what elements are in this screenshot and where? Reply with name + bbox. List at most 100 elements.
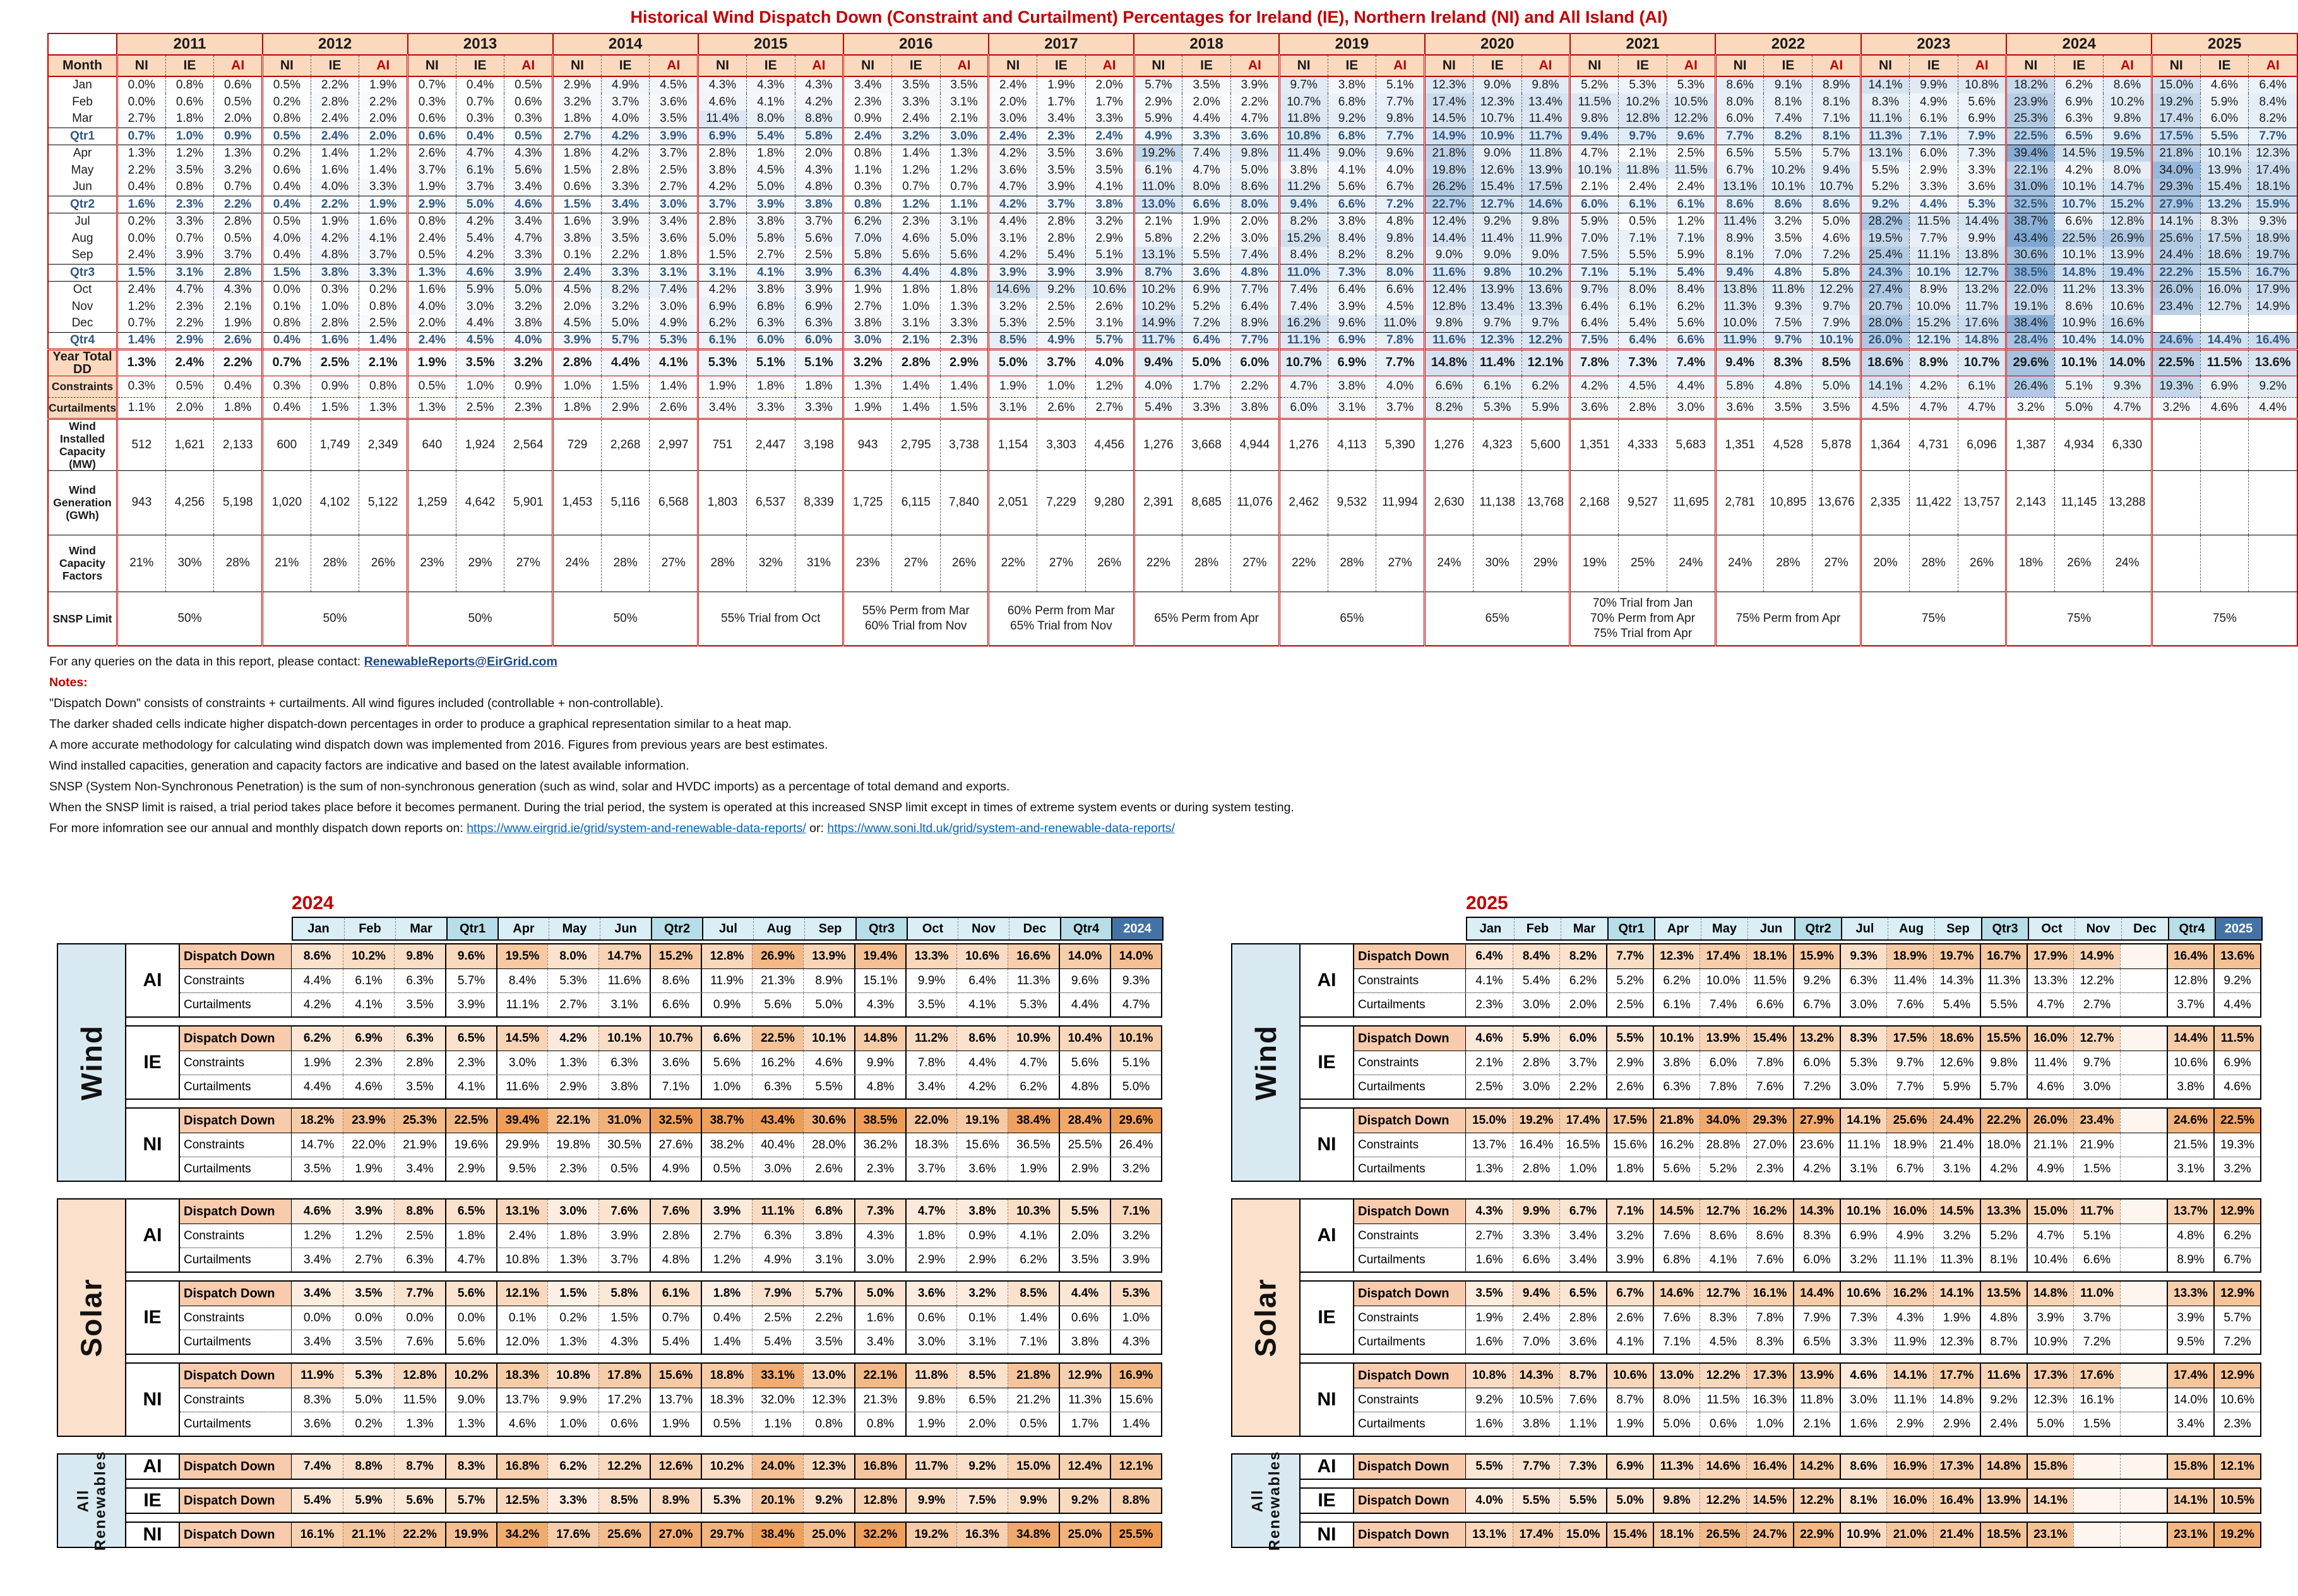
- value-cell: 12.2%: [1700, 1489, 1746, 1513]
- value-cell: 11.8%: [1278, 110, 1328, 128]
- value-cell: 26.0%: [2150, 281, 2201, 298]
- value-cell: 2.9%: [1059, 1157, 1110, 1181]
- value-cell: 6.1%: [1472, 376, 1522, 398]
- value-cell: 19.1%: [956, 1109, 1008, 1133]
- value-cell: 26%: [1085, 535, 1134, 592]
- value-cell: 6.1%: [1618, 195, 1667, 213]
- row-label: Jul: [48, 213, 117, 230]
- value-cell: 4.6%: [343, 1075, 394, 1099]
- value-cell: 27%: [1376, 535, 1425, 592]
- value-cell: 14.7%: [2103, 179, 2152, 196]
- value-cell: 26%: [359, 535, 408, 592]
- value-cell: 5.6%: [1666, 315, 1716, 332]
- value-cell: 6.3%: [1653, 1075, 1700, 1099]
- eirgrid-reports-link[interactable]: https://www.eirgrid.ie/grid/system-and-r…: [467, 821, 806, 835]
- value-cell: 3.5%: [1085, 162, 1134, 179]
- value-cell: 13.7%: [650, 1388, 701, 1412]
- region-label: AI: [126, 1455, 180, 1479]
- value-cell: 14.0%: [2103, 331, 2152, 350]
- row-label: Mar: [48, 110, 117, 128]
- row-label: Dispatch Down: [1354, 1523, 1466, 1547]
- region-header: AI: [1521, 54, 1570, 77]
- value-cell: 9.4%: [1278, 195, 1328, 213]
- row-label: Feb: [48, 93, 117, 110]
- value-cell: 22.0%: [343, 1133, 394, 1157]
- value-cell: 1.6%: [407, 281, 456, 298]
- value-cell: 11.4%: [2027, 1051, 2073, 1075]
- row-label: Curtailments: [180, 1412, 292, 1436]
- value-cell: 3.0%: [1840, 993, 1886, 1016]
- value-cell: 0.4%: [455, 76, 504, 93]
- section-groups: AI Dispatch Down 4.3% 9.9% 6.7% 7.1% 14.5% 12.7…: [1301, 1198, 2261, 1437]
- value-cell: 7.9%: [1812, 315, 1861, 332]
- value-cell: 3.3%: [359, 263, 408, 282]
- value-cell: 4.9%: [1908, 93, 1958, 110]
- value-cell: 3.8%: [956, 1200, 1008, 1224]
- value-cell: 2.3%: [343, 1051, 394, 1075]
- value-cell: 5.0%: [1110, 1075, 1161, 1099]
- value-cell: 5.2%: [1980, 1224, 2027, 1248]
- value-cell: 7.7%: [1376, 93, 1425, 110]
- value-cell: 5.6%: [794, 230, 843, 247]
- value-cell: 2.5%: [752, 1306, 803, 1330]
- value-cell: 28.4%: [1059, 1109, 1110, 1133]
- value-cell: 4.4%: [1908, 195, 1958, 213]
- value-cell: 6.9%: [2200, 376, 2249, 398]
- value-cell: 8.0%: [1230, 195, 1280, 213]
- value-cell: 8.6%: [956, 1027, 1008, 1051]
- value-cell: 2.2%: [310, 76, 359, 93]
- value-cell: 12.1%: [496, 1282, 547, 1306]
- region-block-ni: NI Dispatch Down 18.2% 23.9% 25.3% 22.5% 39.4%…: [126, 1107, 1162, 1182]
- value-cell: 1.8%: [794, 376, 843, 398]
- value-cell: 1.7%: [1085, 93, 1134, 110]
- value-cell: 2.8%: [697, 145, 747, 162]
- row-label: Curtailments: [180, 1075, 292, 1099]
- value-cell: 8.7%: [1559, 1364, 1606, 1388]
- region-header: IE: [600, 54, 650, 77]
- year-header: 2013: [407, 33, 554, 56]
- value-cell: [2120, 1200, 2167, 1224]
- value-cell: 11.8%: [1618, 162, 1667, 179]
- value-cell: 3.0%: [1513, 1075, 1559, 1099]
- column-header: Mar: [1561, 918, 1607, 939]
- value-cell: 3.5%: [1059, 1248, 1110, 1271]
- row-label: SNSP Limit: [48, 592, 117, 646]
- value-cell: 1.8%: [213, 397, 263, 420]
- value-cell: 7.4%: [1763, 110, 1813, 128]
- value-cell: 0.3%: [455, 110, 504, 128]
- value-cell: 1,020: [261, 470, 311, 535]
- value-cell: 2.1%: [1133, 213, 1182, 230]
- column-header: Sep: [1934, 918, 1981, 939]
- value-cell: 3.2%: [2150, 397, 2201, 420]
- value-cell: 0.5%: [701, 1412, 752, 1436]
- value-cell: 4.3%: [213, 281, 263, 298]
- value-cell: 2.9%: [1606, 1051, 1653, 1075]
- value-cell: 13.3%: [1521, 298, 1570, 315]
- value-cell: 2,335: [1860, 470, 1910, 535]
- value-cell: 16.7%: [2248, 263, 2297, 282]
- value-cell: 3.4%: [303, 1253, 331, 1266]
- value-cell: 30.6%: [803, 1109, 854, 1133]
- region-header: AI: [2103, 54, 2152, 77]
- value-cell: 1.9%: [343, 1157, 394, 1181]
- value-cell: [2200, 419, 2249, 471]
- value-cell: 11.9%: [1886, 1330, 1933, 1354]
- value-cell: 3.9%: [445, 993, 496, 1016]
- value-cell: 3.8%: [1653, 1051, 1700, 1075]
- value-cell: 38.5%: [2005, 263, 2055, 282]
- value-cell: 0.6%: [261, 162, 311, 179]
- value-cell: 7.2%: [2213, 1330, 2260, 1354]
- soni-reports-link[interactable]: https://www.soni.ltd.uk/grid/system-and-…: [827, 821, 1175, 835]
- value-cell: 943: [116, 470, 166, 535]
- value-cell: 9.2%: [1475, 1393, 1503, 1407]
- value-cell: 11.5%: [1746, 969, 1793, 992]
- value-cell: 7.3%: [854, 1200, 905, 1224]
- value-cell: 28%: [1908, 535, 1958, 592]
- note-links-line: For more infomration see our annual and …: [49, 818, 1294, 839]
- value-cell: 18.0%: [1980, 1133, 2027, 1157]
- value-cell: 9.2%: [1327, 110, 1376, 128]
- value-cell: 1.4%: [1008, 1306, 1059, 1330]
- value-cell: 10.7%: [1278, 93, 1328, 110]
- value-cell: 3.4%: [504, 213, 553, 230]
- contact-email-link[interactable]: RenewableReports@EirGrid.com: [364, 655, 557, 669]
